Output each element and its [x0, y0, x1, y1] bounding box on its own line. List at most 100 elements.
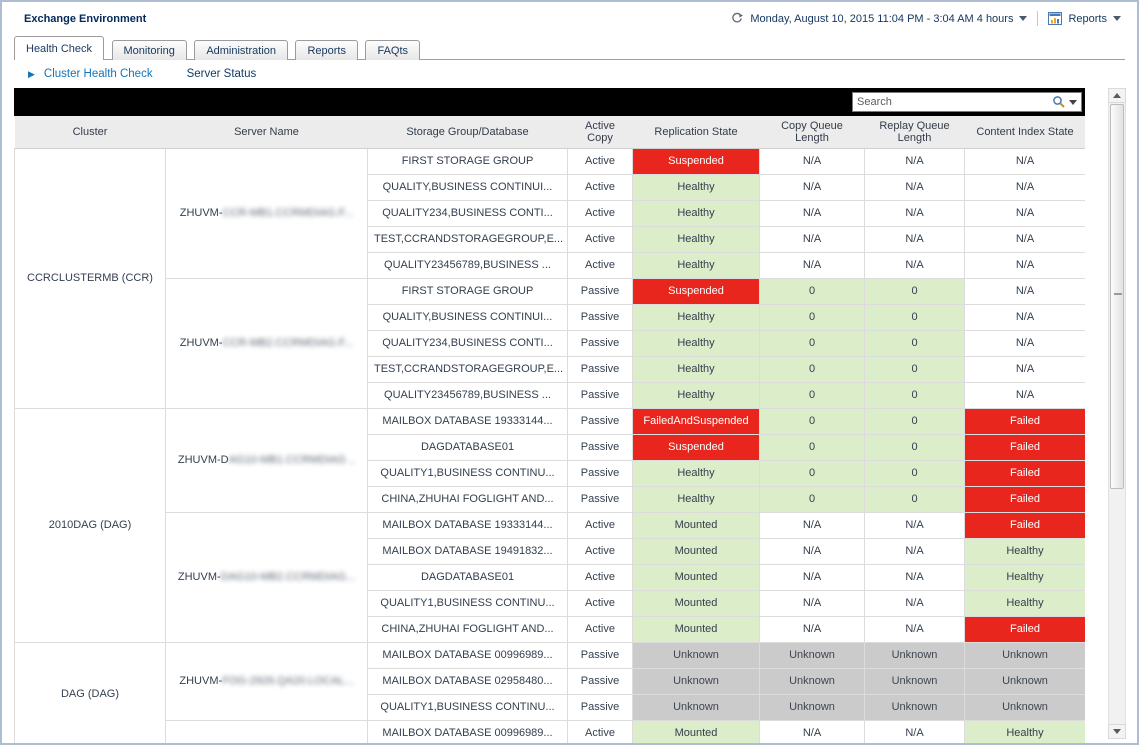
table-row[interactable]: CHINA,ZHUHAI FOGLIGHT AND... Active Mounte…: [15, 615, 1085, 643]
col-header-cluster[interactable]: Cluster: [14, 116, 166, 149]
replication-state-cell: Healthy: [632, 251, 760, 279]
col-header-replication-state[interactable]: Replication State: [632, 116, 760, 149]
database-cell: MAILBOX DATABASE 19333144...: [367, 407, 568, 435]
table-row[interactable]: ZHUVM-CCR-MB2.CCRMDIAG.F... FIRST STORAGE…: [15, 277, 1085, 409]
active-copy-cell: Passive: [567, 485, 633, 513]
replication-state-cell: Healthy: [632, 459, 760, 487]
scroll-down-arrow-icon: [1113, 729, 1121, 734]
active-copy-cell: Passive: [567, 355, 633, 383]
col-header-storage-group[interactable]: Storage Group/Database: [367, 116, 568, 149]
database-cell: MAILBOX DATABASE 00996989...: [367, 719, 568, 743]
database-cell: MAILBOX DATABASE 02958480...: [367, 667, 568, 695]
reports-caret-icon[interactable]: [1113, 16, 1121, 21]
table-row[interactable]: TEST,CCRANDSTORAGEGROUP,E... Active Health…: [15, 225, 1085, 253]
content-index-cell: N/A: [964, 147, 1085, 175]
active-copy-cell: Active: [567, 537, 633, 565]
tab-administration[interactable]: Administration: [194, 40, 289, 60]
table-row[interactable]: QUALITY234,BUSINESS CONTI... Passive Healt…: [15, 329, 1085, 357]
content-index-cell: Failed: [964, 615, 1085, 643]
table-row[interactable]: MAILBOX DATABASE 02958480... Passive Unkno…: [15, 667, 1085, 695]
col-header-server-name[interactable]: Server Name: [165, 116, 368, 149]
database-cell: FIRST STORAGE GROUP: [367, 277, 568, 305]
table-row[interactable]: QUALITY234,BUSINESS CONTI... Active Health…: [15, 199, 1085, 227]
table-row[interactable]: CHINA,ZHUHAI FOGLIGHT AND... Passive Healt…: [15, 485, 1085, 513]
copy-queue-cell: 0: [759, 407, 865, 435]
time-range-label[interactable]: Monday, August 10, 2015 11:04 PM - 3:04 …: [750, 12, 1014, 25]
replication-state-cell: Mounted: [632, 615, 760, 643]
replay-queue-cell: N/A: [864, 225, 965, 253]
tab-monitoring[interactable]: Monitoring: [111, 40, 187, 60]
content-index-cell: N/A: [964, 355, 1085, 383]
vertical-scrollbar[interactable]: [1108, 88, 1126, 739]
table-row[interactable]: MAILBOX DATABASE 19491832... Active Mounte…: [15, 537, 1085, 565]
content-index-cell: N/A: [964, 173, 1085, 201]
table-row[interactable]: MAILBOX DATABASE 00996989... Active Mounte…: [15, 719, 1085, 743]
server-name-visible: ZHUVM-: [179, 337, 223, 349]
scrollbar-track[interactable]: [1108, 103, 1126, 724]
replication-state-cell: Unknown: [632, 693, 760, 721]
subnav-server-status[interactable]: Server Status: [186, 68, 257, 80]
col-header-copy-queue[interactable]: Copy Queue Length: [759, 116, 865, 149]
reports-menu[interactable]: Reports: [1068, 12, 1107, 25]
scrollbar-thumb[interactable]: [1110, 104, 1124, 489]
replay-queue-cell: N/A: [864, 589, 965, 617]
copy-queue-cell: 0: [759, 277, 865, 305]
replication-state-cell: Mounted: [632, 563, 760, 591]
table-row[interactable]: QUALITY,BUSINESS CONTINUI... Active Health…: [15, 173, 1085, 201]
copy-queue-cell: 0: [759, 433, 865, 461]
copy-queue-cell: N/A: [759, 199, 865, 227]
col-header-active-copy[interactable]: Active Copy: [567, 116, 633, 149]
table-row[interactable]: DAG (DAG) ZHUVM-FOG-2926.QA20.LOCAL... MAI…: [14, 641, 1085, 743]
replay-queue-cell: 0: [864, 329, 965, 357]
col-header-replay-queue[interactable]: Replay Queue Length: [864, 116, 965, 149]
table-row[interactable]: DAGDATABASE01 Passive Suspended 0 0 Failed: [15, 433, 1085, 461]
table-row[interactable]: ZHUVM-DAG10-MB2.CCRMDIAG... MAILBOX DATAB…: [15, 511, 1085, 643]
time-range-caret-icon[interactable]: [1019, 16, 1028, 21]
replay-queue-cell: 0: [864, 277, 965, 305]
replay-queue-cell: N/A: [864, 199, 965, 227]
copy-queue-cell: N/A: [759, 511, 865, 539]
title-bar: Exchange Environment Monday, August 10, …: [2, 2, 1137, 36]
col-header-content-index[interactable]: Content Index State: [964, 116, 1085, 149]
database-cell: CHINA,ZHUHAI FOGLIGHT AND...: [367, 485, 568, 513]
scroll-down-button[interactable]: [1108, 724, 1126, 739]
active-copy-cell: Passive: [567, 277, 633, 305]
database-cell: FIRST STORAGE GROUP: [367, 147, 568, 175]
copy-queue-cell: N/A: [759, 537, 865, 565]
tab-health-check[interactable]: Health Check: [14, 36, 105, 60]
replication-state-cell: Unknown: [632, 667, 760, 695]
search-icon[interactable]: [1050, 95, 1068, 109]
copy-queue-cell: N/A: [759, 251, 865, 279]
scroll-up-button[interactable]: [1108, 88, 1126, 103]
search-input[interactable]: [853, 94, 1050, 110]
table-row[interactable]: QUALITY23456789,BUSINESS ... Passive Healt…: [15, 381, 1085, 409]
subnav-cluster-health-check[interactable]: Cluster Health Check: [43, 68, 153, 80]
replay-queue-cell: N/A: [864, 511, 965, 539]
copy-queue-cell: 0: [759, 485, 865, 513]
content-index-cell: N/A: [964, 329, 1085, 357]
active-copy-cell: Active: [567, 719, 633, 743]
tab-bar: Health Check Monitoring Administration R…: [14, 36, 1125, 60]
table-row[interactable]: QUALITY1,BUSINESS CONTINU... Active Mounte…: [15, 589, 1085, 617]
tab-faqts[interactable]: FAQts: [365, 40, 421, 60]
tab-reports[interactable]: Reports: [295, 40, 358, 60]
active-copy-cell: Active: [567, 511, 633, 539]
database-cell: DAGDATABASE01: [367, 563, 568, 591]
copy-queue-cell: 0: [759, 303, 865, 331]
search-options-caret-icon[interactable]: [1069, 99, 1077, 105]
table-row[interactable]: CCRCLUSTERMB (CCR) ZHUVM-CCR-MB1.CCRMDIAG…: [14, 147, 1085, 409]
replication-state-cell: Healthy: [632, 173, 760, 201]
table-row[interactable]: DAGDATABASE01 Active Mounted N/A N/A Healthy: [15, 563, 1085, 591]
copy-queue-cell: N/A: [759, 719, 865, 743]
table-toolbar: [14, 88, 1085, 116]
table-row[interactable]: 2010DAG (DAG) ZHUVM-DAG10-MB1.CCRMDIAG ..…: [14, 407, 1085, 643]
content-index-cell: Unknown: [964, 693, 1085, 721]
table-row[interactable]: QUALITY,BUSINESS CONTINUI... Passive Healt…: [15, 303, 1085, 331]
database-cell: QUALITY1,BUSINESS CONTINU...: [367, 693, 568, 721]
database-cell: QUALITY234,BUSINESS CONTI...: [367, 329, 568, 357]
header-divider: [1037, 11, 1039, 26]
active-copy-cell: Passive: [567, 329, 633, 357]
health-table-body: CCRCLUSTERMB (CCR) ZHUVM-CCR-MB1.CCRMDIAG…: [14, 147, 1085, 743]
table-row[interactable]: QUALITY23456789,BUSINESS ... Active Health…: [15, 251, 1085, 279]
